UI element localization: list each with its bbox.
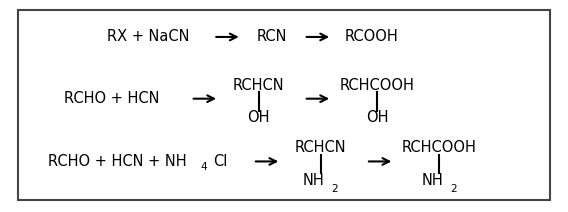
Text: Cl: Cl: [214, 154, 228, 169]
Text: RCHCOOH: RCHCOOH: [340, 78, 415, 93]
Text: OH: OH: [247, 110, 270, 125]
Text: RCOOH: RCOOH: [345, 29, 399, 45]
Text: RCHCN: RCHCN: [295, 140, 346, 155]
Text: 2: 2: [332, 184, 338, 194]
Text: RCHO + HCN: RCHO + HCN: [64, 91, 160, 106]
Text: OH: OH: [366, 110, 389, 125]
Text: 4: 4: [201, 162, 207, 172]
Text: RCHO + HCN + NH: RCHO + HCN + NH: [48, 154, 186, 169]
Text: RCHCOOH: RCHCOOH: [402, 140, 477, 155]
Text: NH: NH: [303, 173, 325, 188]
Text: 2: 2: [450, 184, 457, 194]
Text: RX + NaCN: RX + NaCN: [107, 29, 190, 45]
Text: RCHCN: RCHCN: [233, 78, 285, 93]
Text: NH: NH: [422, 173, 444, 188]
FancyBboxPatch shape: [18, 10, 550, 200]
Text: RCN: RCN: [256, 29, 287, 45]
